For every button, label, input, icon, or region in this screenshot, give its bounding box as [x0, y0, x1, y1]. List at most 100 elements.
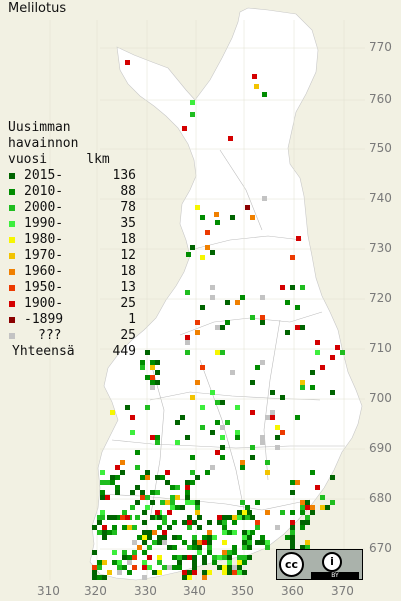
legend-swatch-7	[9, 285, 15, 291]
observation-square	[202, 555, 207, 560]
observation-square	[330, 475, 335, 480]
observation-square	[185, 350, 190, 355]
observation-square	[300, 380, 305, 385]
observation-square	[295, 325, 300, 330]
observation-square	[110, 410, 115, 415]
observation-square	[260, 535, 265, 540]
y-axis-label: 730	[369, 241, 392, 255]
legend-item-3: 1990- 35	[8, 216, 136, 232]
observation-square	[202, 570, 207, 575]
observation-square	[162, 535, 167, 540]
legend-item-7: 1950- 13	[8, 280, 136, 296]
observation-square	[192, 560, 197, 565]
observation-square	[157, 555, 162, 560]
y-axis-label: 750	[369, 141, 392, 155]
observation-square	[255, 365, 260, 370]
observation-square	[137, 545, 142, 550]
observation-square	[190, 470, 195, 475]
observation-square	[202, 535, 207, 540]
observation-square	[240, 460, 245, 465]
observation-square	[172, 545, 177, 550]
observation-square	[220, 350, 225, 355]
legend-item-4: 1980- 18	[8, 232, 136, 248]
observation-square	[247, 535, 252, 540]
observation-square	[202, 560, 207, 565]
observation-square	[97, 530, 102, 535]
observation-square	[160, 500, 165, 505]
observation-square	[197, 550, 202, 555]
legend-swatch-8	[9, 301, 15, 307]
observation-square	[260, 295, 265, 300]
observation-square	[250, 315, 255, 320]
legend-item-label-9: -1899	[24, 312, 64, 327]
observation-square	[240, 465, 245, 470]
observation-square	[325, 505, 330, 510]
observation-square	[130, 415, 135, 420]
observation-square	[285, 300, 290, 305]
observation-square	[122, 510, 127, 515]
legend-total-label: Yhteensä	[12, 344, 75, 359]
observation-square	[185, 495, 190, 500]
observation-square	[207, 550, 212, 555]
observation-square	[197, 525, 202, 530]
legend-item-label-2: 2000-	[24, 200, 64, 215]
observation-square	[235, 405, 240, 410]
observation-square	[300, 545, 305, 550]
observation-square	[250, 530, 255, 535]
observation-square	[142, 510, 147, 515]
legend-item-6: 1960- 18	[8, 264, 136, 280]
observation-square	[205, 230, 210, 235]
observation-square	[140, 475, 145, 480]
observation-square	[200, 215, 205, 220]
observation-square	[170, 500, 175, 505]
observation-square	[130, 505, 135, 510]
observation-square	[155, 370, 160, 375]
observation-square	[197, 545, 202, 550]
observation-square	[290, 535, 295, 540]
observation-square	[220, 455, 225, 460]
observation-square	[232, 545, 237, 550]
legend-swatch-2	[9, 205, 15, 211]
observation-square	[102, 525, 107, 530]
observation-square	[190, 395, 195, 400]
observation-square	[187, 570, 192, 575]
legend-item-9: -1899 1	[8, 312, 136, 328]
observation-square	[210, 430, 215, 435]
observation-square	[260, 540, 265, 545]
legend-header-line-1: Uusimman	[8, 120, 71, 135]
observation-square	[167, 525, 172, 530]
cc-by-license-badge[interactable]: cc i BY	[276, 549, 363, 580]
observation-square	[190, 245, 195, 250]
observation-square	[222, 540, 227, 545]
observation-square	[232, 565, 237, 570]
observation-square	[190, 500, 195, 505]
y-axis-label: 670	[369, 541, 392, 555]
observation-square	[92, 525, 97, 530]
observation-square	[222, 515, 227, 520]
observation-square	[335, 345, 340, 350]
observation-square	[300, 520, 305, 525]
observation-square	[112, 525, 117, 530]
observation-square	[187, 515, 192, 520]
observation-square	[167, 545, 172, 550]
observation-square	[182, 575, 187, 580]
observation-square	[170, 485, 175, 490]
observation-square	[145, 495, 150, 500]
observation-square	[115, 465, 120, 470]
observation-square	[210, 285, 215, 290]
attribution-icon: i	[322, 552, 342, 572]
legend-swatch-5	[9, 253, 15, 259]
observation-square	[260, 320, 265, 325]
observation-square	[310, 505, 315, 510]
x-axis-label: 330	[134, 584, 157, 598]
observation-square	[232, 515, 237, 520]
observation-square	[150, 365, 155, 370]
observation-square	[305, 505, 310, 510]
observation-square	[127, 570, 132, 575]
legend-item-count-5: 12	[120, 248, 136, 263]
legend-header-line-3: vuosi lkm	[8, 152, 110, 167]
observation-squares	[92, 60, 345, 580]
legend-item-2: 2000- 78	[8, 200, 136, 216]
observation-square	[155, 360, 160, 365]
observation-square	[135, 450, 140, 455]
